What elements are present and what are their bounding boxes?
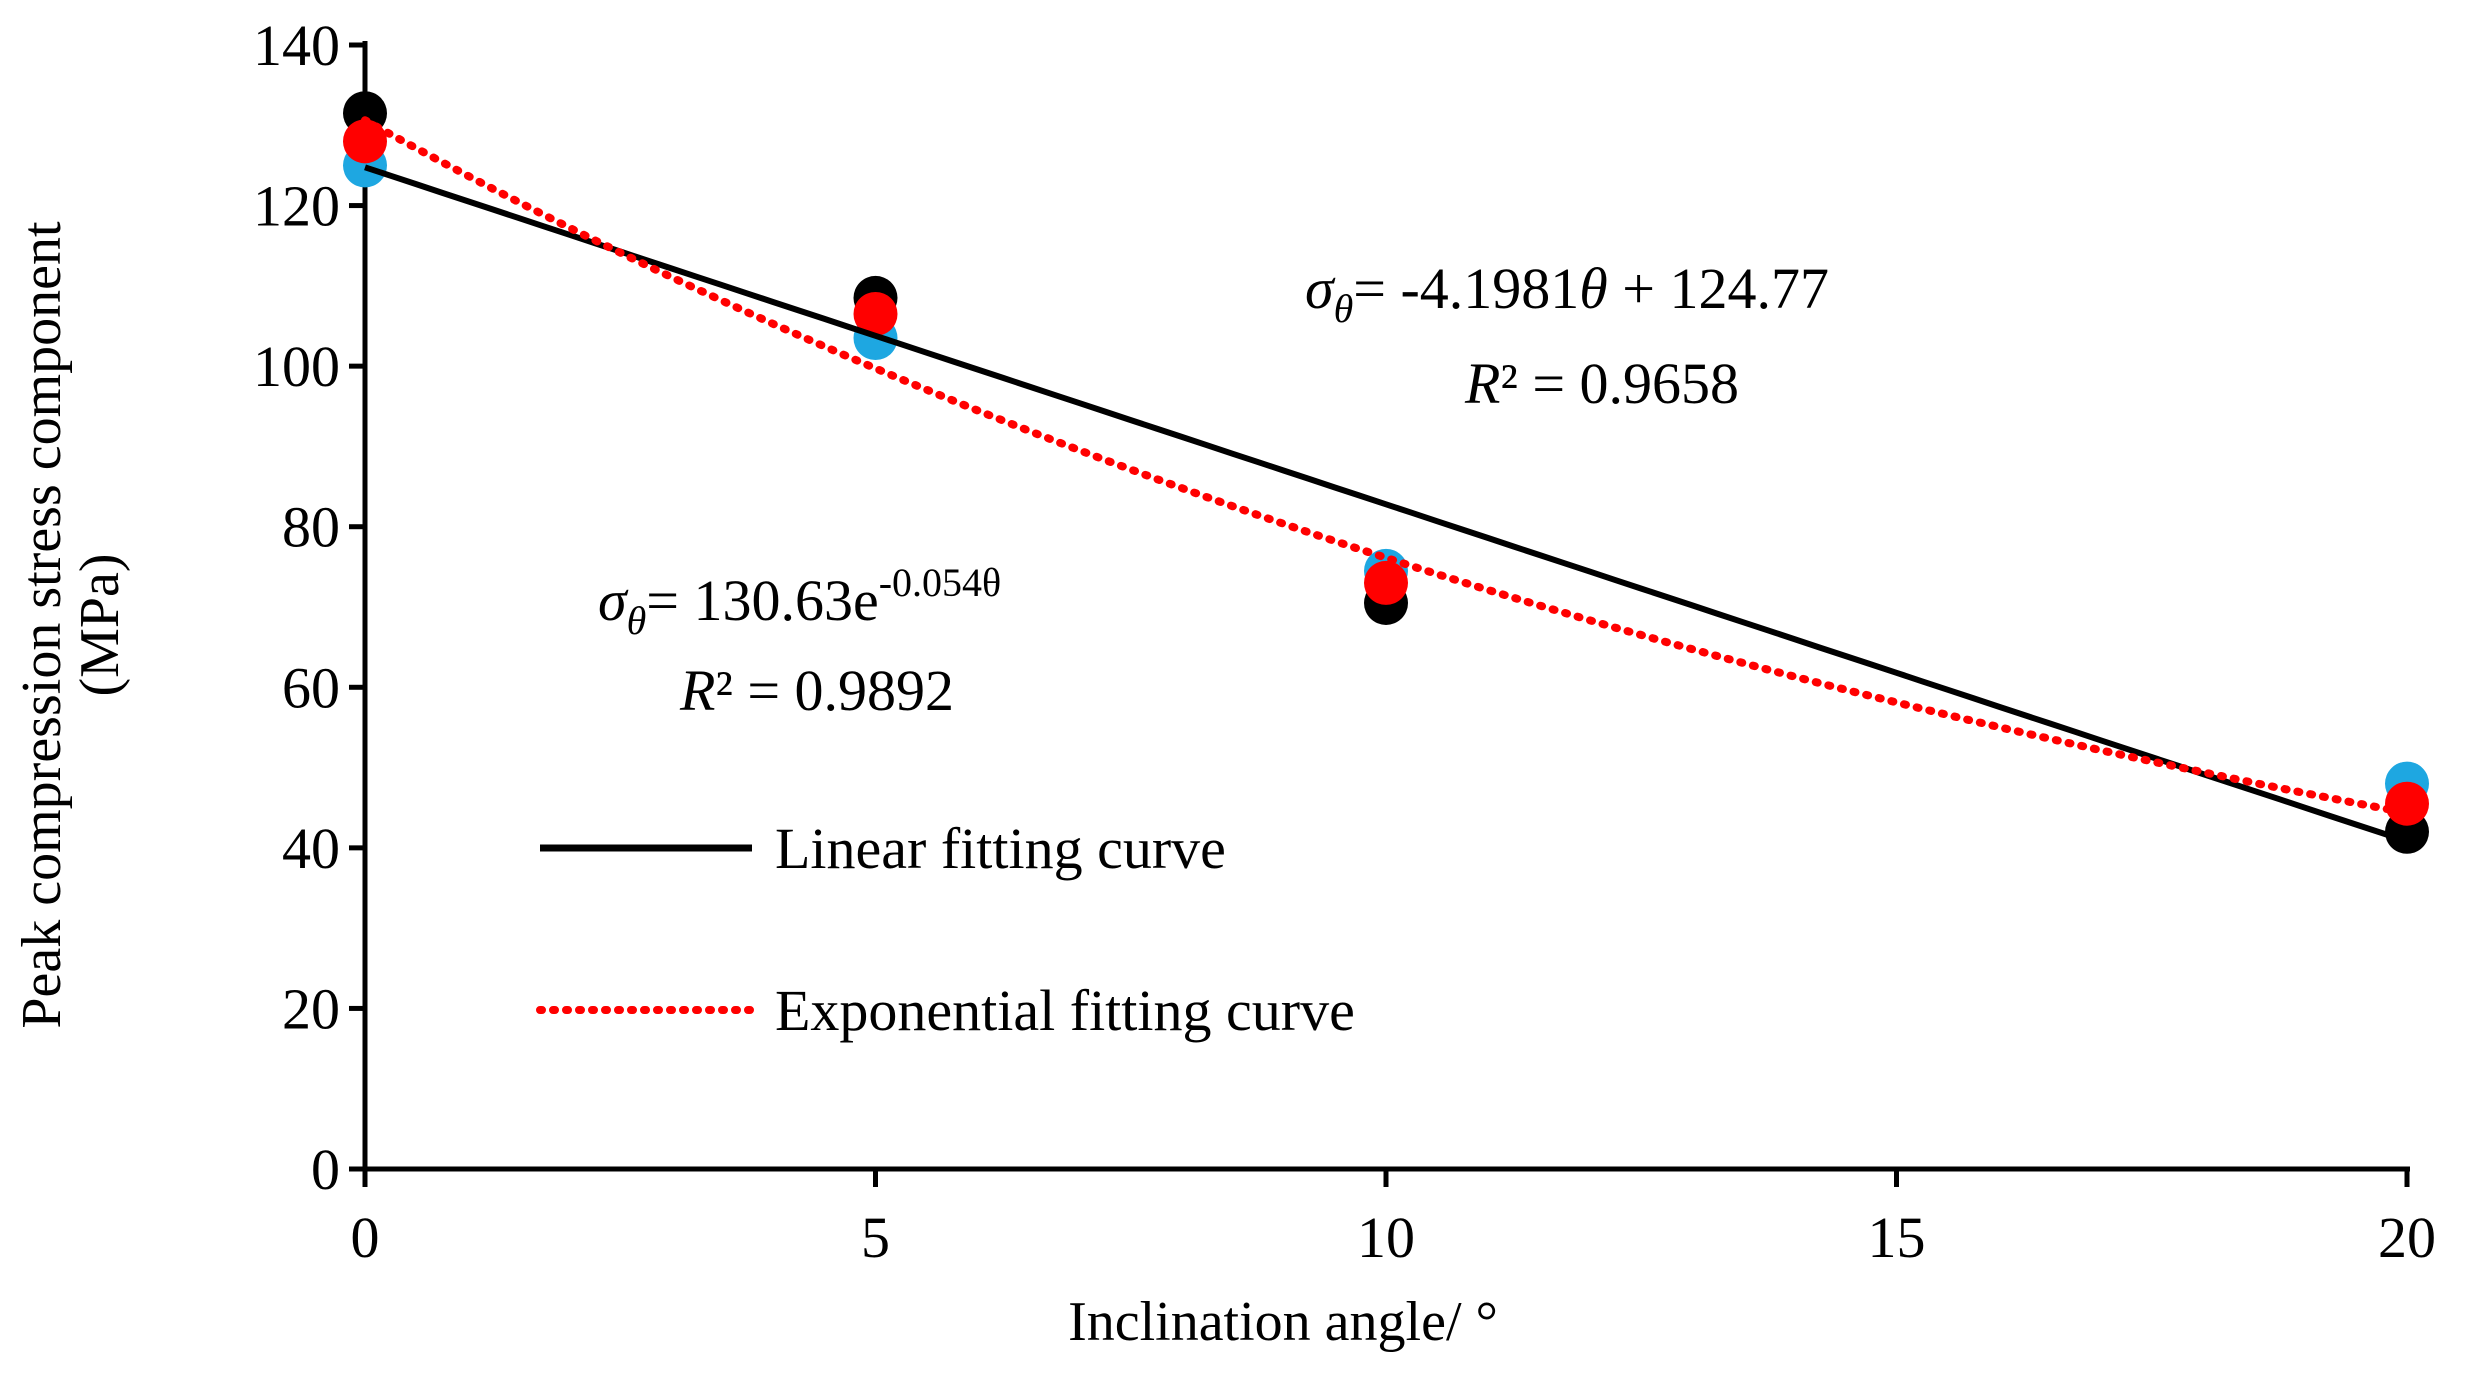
y-tick-label: 60 — [282, 655, 340, 720]
y-tick-label: 140 — [253, 13, 340, 78]
exponential-fit-equation: σθ= 130.63e-0.054θ — [598, 560, 1001, 643]
fit-lines — [361, 116, 2411, 845]
linear-fit-curve — [364, 164, 2408, 845]
y-axis-label-units: (MPa) — [69, 553, 131, 696]
data-point-sample-c — [853, 291, 898, 336]
x-tick-label: 20 — [2378, 1205, 2436, 1270]
data-point-sample-c — [2385, 781, 2429, 826]
legend-exponential-label: Exponential fitting curve — [775, 978, 1355, 1043]
y-tick-label: 100 — [253, 334, 340, 399]
x-tick-label: 5 — [861, 1205, 890, 1270]
exponential-fit-curve — [361, 116, 2411, 817]
y-tick-label: 40 — [282, 816, 340, 881]
y-tick-label: 0 — [311, 1137, 340, 1202]
y-tick-label: 80 — [282, 495, 340, 560]
x-tick-label: 0 — [351, 1205, 380, 1270]
y-tick-label: 120 — [253, 174, 340, 239]
y-axis-label: Peak compression stress component — [11, 221, 73, 1029]
linear-fit-equation: σθ= -4.1981θ + 124.77 — [1305, 256, 1829, 331]
exponential-fit-r2: R² = 0.9892 — [679, 658, 954, 723]
legend-linear-label: Linear fitting curve — [775, 816, 1226, 881]
data-point-sample-c — [1364, 560, 1408, 605]
legend: Linear fitting curve Exponential fitting… — [536, 816, 1355, 1043]
axes: 0 20 40 60 80 100 120 140 0 5 10 15 20 — [253, 13, 2436, 1270]
data-points — [343, 91, 2429, 854]
linear-fit-r2: R² = 0.9658 — [1464, 351, 1739, 416]
x-axis-label: Inclination angle/ ° — [1068, 1291, 1498, 1353]
x-tick-label: 15 — [1868, 1205, 1926, 1270]
x-tick-label: 10 — [1357, 1205, 1415, 1270]
y-tick-label: 20 — [282, 976, 340, 1041]
